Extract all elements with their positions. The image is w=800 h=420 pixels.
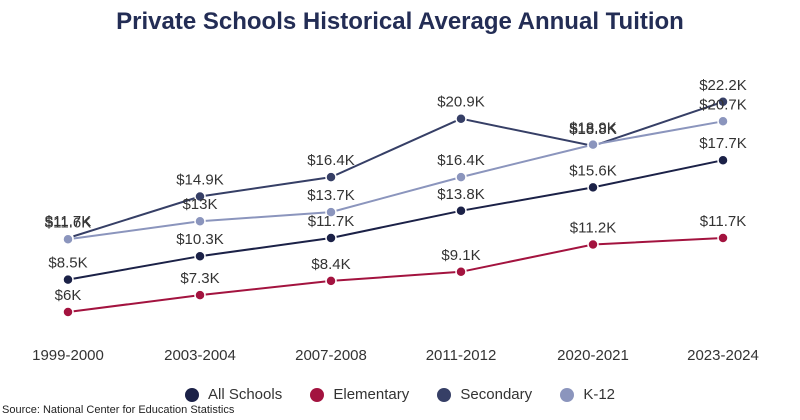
data-point-k-12[interactable] xyxy=(455,171,467,183)
legend-marker-all-schools xyxy=(185,387,199,402)
x-tick-label: 2007-2008 xyxy=(295,347,367,364)
data-label-secondary: $16.4K xyxy=(307,152,355,169)
source-note: Source: National Center for Education St… xyxy=(2,404,235,416)
series-line-secondary xyxy=(67,100,724,239)
legend-label-secondary: Secondary xyxy=(460,386,533,403)
data-point-k-12[interactable] xyxy=(717,115,729,128)
data-point-all-schools[interactable] xyxy=(325,232,337,244)
data-point-all-schools[interactable] xyxy=(62,273,74,286)
legend-item-all-schools[interactable]: All Schools xyxy=(185,386,282,403)
data-point-secondary[interactable] xyxy=(194,190,206,203)
series-line-k-12 xyxy=(67,120,724,241)
data-label-all-schools: $11.7K xyxy=(308,213,354,230)
x-tick-label: 2023-2024 xyxy=(687,347,759,364)
data-label-elementary: $8.4K xyxy=(311,256,350,273)
data-point-elementary[interactable] xyxy=(325,275,337,287)
data-point-all-schools[interactable] xyxy=(455,205,467,217)
legend-item-k12[interactable]: K-12 xyxy=(560,386,615,403)
legend-marker-elementary xyxy=(310,387,325,402)
line-chart: 1999-2000 2003-2004 2007-2008 2011-2012 2020… xyxy=(32,77,759,364)
data-label-k-12: $20.7K xyxy=(699,96,747,113)
data-label-k-12: $13.7K xyxy=(307,187,355,204)
data-label-elementary: $11.2K xyxy=(570,220,616,237)
legend-label-all-schools: All Schools xyxy=(208,386,283,403)
data-point-k-12[interactable] xyxy=(62,233,74,246)
legend-label-k12: K-12 xyxy=(583,386,615,403)
data-point-k-12[interactable] xyxy=(587,138,599,151)
data-point-elementary[interactable] xyxy=(717,232,729,244)
data-label-k-12: $16.4K xyxy=(437,152,485,169)
series-line-elementary xyxy=(67,237,724,313)
data-point-elementary[interactable] xyxy=(62,306,74,318)
legend-marker-k12 xyxy=(560,387,575,402)
data-point-elementary[interactable] xyxy=(455,266,467,278)
data-label-secondary: $14.9K xyxy=(176,172,224,189)
chart-title: Private Schools Historical Average Annua… xyxy=(116,8,684,35)
data-point-secondary[interactable] xyxy=(717,96,729,108)
data-label-elementary: $6K xyxy=(55,287,82,304)
x-tick-label: 2003-2004 xyxy=(164,347,236,364)
data-label-secondary: $11.7K xyxy=(45,213,91,230)
data-point-elementary[interactable] xyxy=(194,289,206,301)
data-label-all-schools: $13.8K xyxy=(437,186,485,203)
x-tick-label: 1999-2000 xyxy=(32,347,104,364)
data-label-secondary: $22.2K xyxy=(699,77,747,94)
data-point-k-12[interactable] xyxy=(194,215,206,227)
data-label-k-12: $11.6K xyxy=(45,214,91,231)
x-tick-label: 2020-2021 xyxy=(557,347,629,364)
x-tick-label: 2011-2012 xyxy=(426,347,497,364)
data-label-k-12: $18.9K xyxy=(569,120,617,137)
data-label-secondary: $18.8K xyxy=(569,121,617,138)
data-label-k-12: $13K xyxy=(182,196,217,213)
legend-item-secondary[interactable]: Secondary xyxy=(437,386,532,403)
series-line-all-schools xyxy=(67,159,724,281)
data-point-secondary[interactable] xyxy=(325,171,337,183)
data-point-all-schools[interactable] xyxy=(587,181,599,194)
data-point-all-schools[interactable] xyxy=(194,250,206,262)
chart-legend: All Schools Elementary Secondary K-12 xyxy=(0,386,800,406)
legend-label-elementary: Elementary xyxy=(333,386,410,403)
data-label-all-schools: $10.3K xyxy=(176,231,224,248)
data-label-all-schools: $8.5K xyxy=(48,255,87,272)
data-point-elementary[interactable] xyxy=(587,238,599,251)
data-point-k-12[interactable] xyxy=(325,206,337,218)
legend-marker-secondary xyxy=(437,387,452,402)
data-label-all-schools: $17.7K xyxy=(699,135,747,152)
data-point-all-schools[interactable] xyxy=(717,154,729,166)
data-label-elementary: $9.1K xyxy=(441,247,480,264)
data-label-all-schools: $15.6K xyxy=(569,162,617,179)
data-label-elementary: $11.7K xyxy=(700,213,746,230)
data-point-secondary[interactable] xyxy=(455,112,467,125)
data-label-elementary: $7.3K xyxy=(180,270,219,287)
legend-item-elementary[interactable]: Elementary xyxy=(310,386,409,403)
data-label-secondary: $20.9K xyxy=(437,94,485,111)
